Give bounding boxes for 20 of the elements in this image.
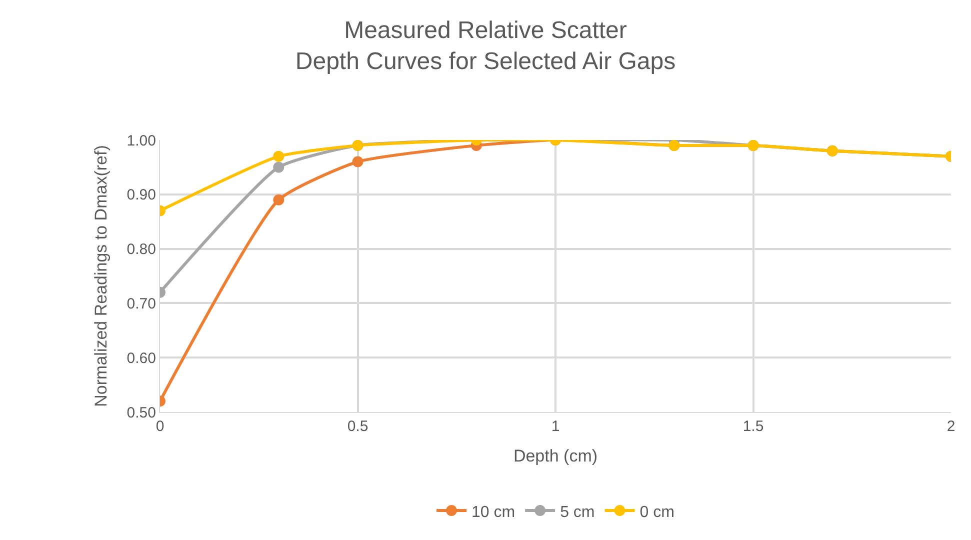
chart-title: Measured Relative Scatter Depth Curves for Selected Air Gaps <box>295 16 676 75</box>
x-axis-title: Depth (cm) <box>513 446 598 466</box>
y-tick-label: 0.80 <box>126 241 156 258</box>
x-tick-label: 0.5 <box>347 418 368 435</box>
x-tick-label: 1.5 <box>742 418 764 435</box>
x-tick-label: 2 <box>946 418 956 435</box>
point <box>273 150 284 162</box>
legend-label: 10 cm <box>472 504 516 521</box>
x-tick-label: 0 <box>156 418 164 435</box>
point <box>273 194 284 206</box>
x-tick-label: 1 <box>551 418 560 435</box>
y-tick-label: 1.00 <box>126 132 156 150</box>
legend-label: 5 cm <box>560 504 595 521</box>
point <box>352 156 364 168</box>
legend-label: 0 cm <box>640 504 674 521</box>
y-axis-title: Normalized Readings to Dmax(ref) <box>91 145 110 407</box>
y-tick-label: 0.60 <box>126 350 156 367</box>
y-tick-label: 0.90 <box>126 186 156 204</box>
y-tick-label: 0.70 <box>126 295 156 312</box>
y-tick-label: 0.50 <box>126 404 156 422</box>
